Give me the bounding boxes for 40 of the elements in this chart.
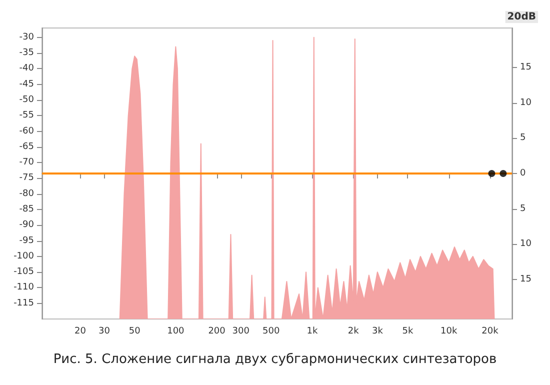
- y-tick-label: -50: [19, 94, 34, 105]
- y-tick-label: -40: [19, 64, 34, 74]
- y-tick-label: -75: [19, 173, 34, 184]
- x-tick-label: 20: [74, 326, 86, 336]
- x-tick-label: 2k: [348, 326, 360, 336]
- x-tick-label: 3k: [372, 326, 384, 336]
- text: 20dB: [507, 12, 536, 22]
- y-tick-label: -100: [14, 251, 34, 262]
- y-tick-label: -55: [19, 110, 34, 121]
- y-tick-label: -35: [19, 48, 34, 58]
- x-tick-label: 300: [232, 326, 250, 336]
- y-tick-label: -45: [19, 79, 34, 90]
- x-tick-label: 200: [208, 326, 226, 336]
- y2-tick-label: 5: [520, 204, 526, 214]
- y-tick-label: -85: [19, 204, 34, 214]
- y-tick-label: -110: [14, 282, 34, 293]
- y-tick-label: -30: [19, 32, 34, 42]
- y2-tick-label: 10: [520, 98, 532, 108]
- y2-tick-label: 0: [520, 168, 526, 178]
- y-tick-label: -115: [14, 298, 34, 308]
- y-tick-label: -95: [19, 236, 34, 246]
- text: Рис. 5. Сложение сигнала двух субгармонических синтезаторов: [53, 352, 497, 367]
- x-tick-label: 30: [98, 326, 110, 336]
- y-tick-label: -70: [19, 158, 34, 168]
- x-tick-label: 100: [167, 326, 185, 336]
- x-tick-label: 5k: [402, 326, 414, 336]
- y2-tick-label: 5: [520, 133, 526, 144]
- x-tick-label: 50: [128, 326, 141, 336]
- y-tick-label: -105: [14, 267, 34, 278]
- y-tick-label: -65: [19, 142, 34, 152]
- y-tick-label: -60: [19, 126, 34, 136]
- x-tick-label: 500: [262, 326, 280, 336]
- y2-tick-label: 15: [520, 62, 532, 73]
- x-tick-label: 1k: [306, 326, 319, 336]
- y-tick-label: -90: [19, 220, 34, 230]
- x-tick-label: 20k: [482, 326, 500, 336]
- y-tick-label: -80: [19, 188, 34, 199]
- y2-tick-label: 10: [520, 239, 532, 250]
- y2-tick-label: 15: [520, 274, 532, 284]
- x-tick-label: 10k: [440, 326, 458, 336]
